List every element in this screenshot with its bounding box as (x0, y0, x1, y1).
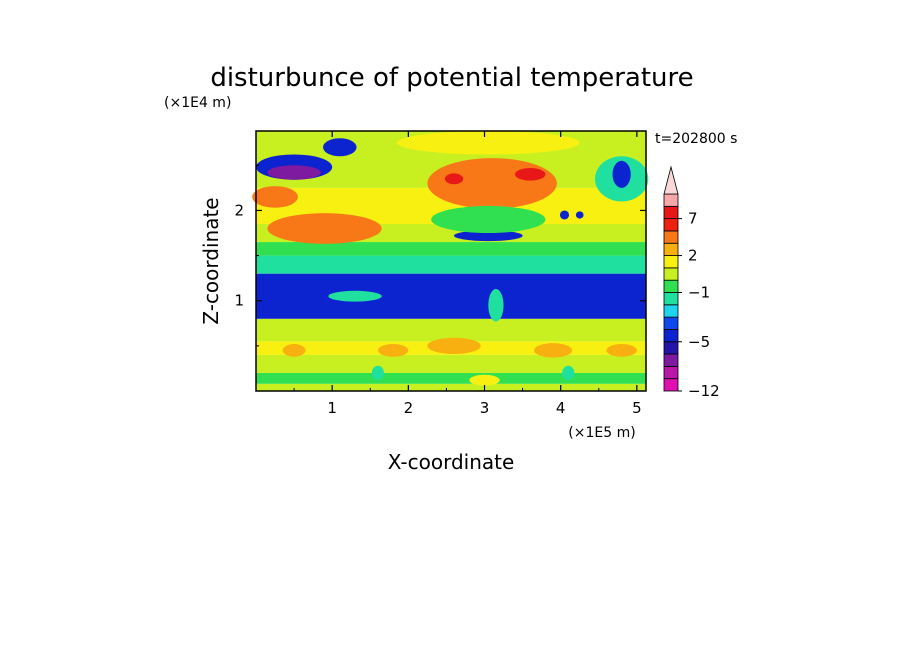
colorbar-tick-label: −1 (688, 284, 710, 302)
contour-band-0 (256, 383, 646, 391)
contour-blob-8 (612, 160, 631, 188)
contour-band-4 (256, 318, 646, 342)
contour-blob-9 (454, 230, 523, 242)
contour-blob-3 (252, 186, 298, 208)
contour-blob-20 (534, 343, 573, 358)
contour-blob-16 (488, 288, 504, 322)
y-axis: 12 (234, 164, 646, 347)
time-label: t=202800 s (655, 131, 737, 147)
colorbar-segment (663, 304, 679, 318)
y-axis-label: Z-coordinate (199, 197, 223, 324)
contour-blob-14 (575, 211, 584, 219)
colorbar-segment (663, 230, 679, 244)
colorbar-tick-label: −5 (688, 333, 710, 351)
contour-blob-6 (323, 138, 357, 157)
contour-field (252, 131, 649, 391)
colorbar-segment (663, 378, 679, 392)
colorbar-segment (663, 329, 679, 343)
colorbar-segment (663, 205, 679, 220)
x-axis: 1 2 3 4 5 (293, 131, 642, 417)
colorbar-segment (663, 279, 679, 293)
contour-blob-15 (328, 290, 382, 302)
contour-blob-19 (427, 337, 481, 354)
contour-band-6 (256, 255, 646, 274)
contour-blob-5 (267, 165, 321, 180)
contour-band-1 (256, 372, 646, 384)
x-tick-label: 3 (480, 399, 490, 417)
x-tick-label: 2 (404, 399, 414, 417)
colorbar-segment (663, 218, 679, 232)
contour-blob-22 (371, 365, 384, 381)
contour-blob-2 (396, 131, 580, 155)
contour-blob-21 (606, 344, 637, 357)
contour-blob-0 (267, 213, 382, 244)
plot-frame (255, 130, 647, 392)
x-tick-label: 4 (556, 399, 566, 417)
chart-title: disturbunce of potential temperature (210, 63, 693, 93)
x-axis-label: X-coordinate (388, 450, 515, 474)
contour-blob-1 (427, 158, 557, 209)
x-unit-label: (×1E5 m) (568, 425, 635, 441)
contour-band-5 (256, 273, 646, 319)
y-unit-label: (×1E4 m) (164, 95, 231, 111)
contour-blob-18 (377, 344, 409, 357)
colorbar-tick-label: −12 (688, 382, 720, 400)
colorbar-segment (663, 267, 679, 281)
contour-blob-23 (562, 365, 575, 381)
contour-blob-12 (514, 168, 546, 181)
colorbar-tick-label: 7 (688, 210, 698, 228)
contour-blob-13 (559, 210, 570, 220)
colorbar-segment (663, 365, 679, 380)
contour-band-2 (256, 354, 646, 373)
colorbar: 7 2 −1 −5 −12 (663, 165, 720, 400)
contour-blob-24 (469, 374, 500, 386)
contour-band-7 (256, 242, 646, 256)
y-tick-label: 2 (234, 201, 244, 219)
contour-blob-10 (431, 205, 546, 234)
colorbar-segment (663, 316, 679, 330)
x-tick-label: 1 (327, 399, 337, 417)
colorbar-segment (663, 341, 679, 355)
colorbar-segment (663, 193, 679, 207)
colorbar-segment (663, 292, 679, 306)
contour-blob-11 (444, 173, 464, 185)
colorbar-segment (663, 255, 679, 269)
colorbar-tick-label: 2 (688, 247, 698, 265)
colorbar-segment (663, 242, 679, 256)
x-tick-label: 5 (632, 399, 642, 417)
y-tick-label: 1 (234, 292, 244, 310)
colorbar-segment (663, 353, 679, 367)
contour-blob-17 (282, 344, 306, 357)
colorbar-extend-arrow (663, 165, 679, 195)
